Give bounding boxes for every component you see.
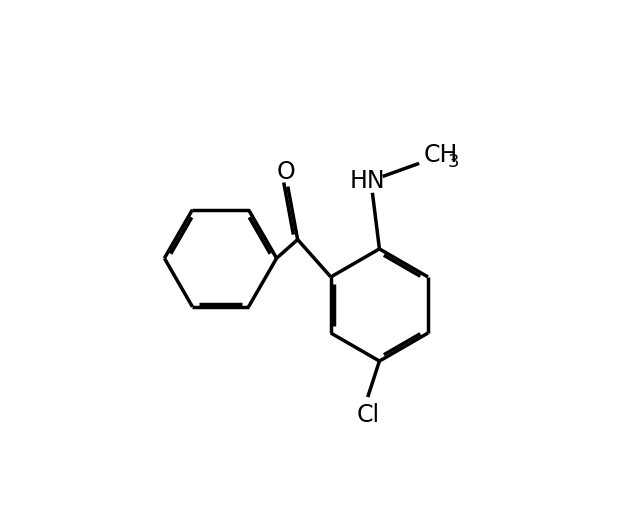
Text: O: O [276, 160, 295, 184]
Text: HN: HN [350, 169, 385, 193]
Text: Cl: Cl [356, 403, 380, 427]
Text: CH: CH [424, 143, 458, 167]
Text: 3: 3 [447, 153, 459, 171]
